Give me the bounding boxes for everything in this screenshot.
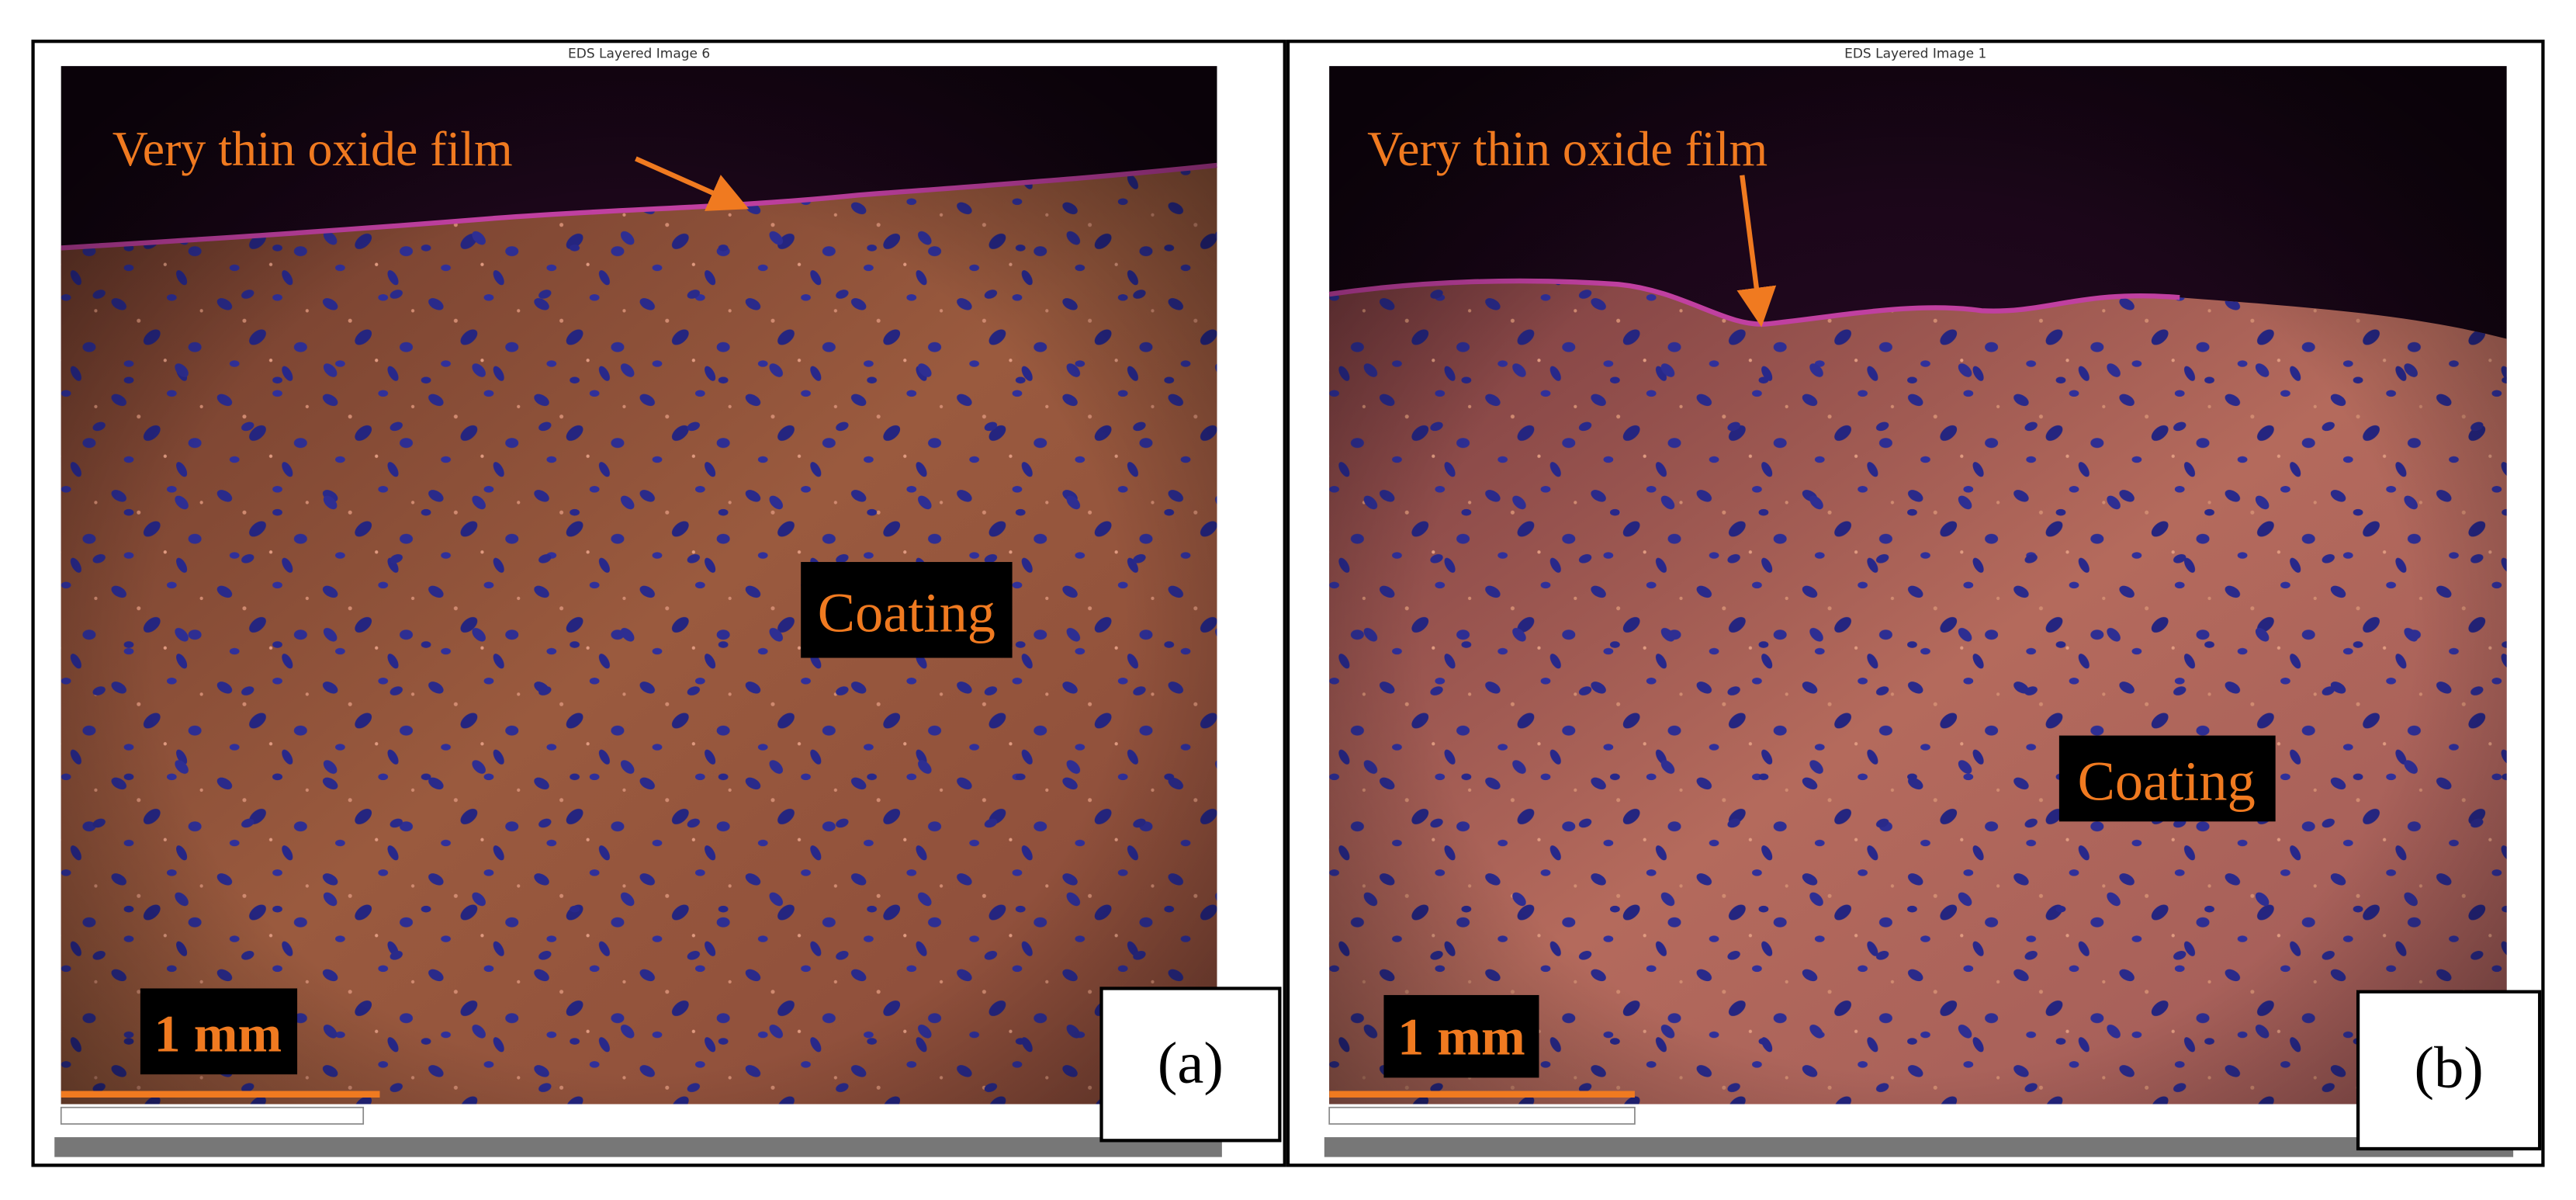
scale-label: 1 mm bbox=[154, 1004, 282, 1063]
ruler bbox=[60, 1106, 365, 1125]
image-title: EDS Layered Image 6 bbox=[568, 47, 710, 62]
vignette bbox=[61, 66, 1217, 1105]
vignette bbox=[1329, 66, 2507, 1105]
intensity-bar bbox=[54, 1137, 1222, 1157]
image-title: EDS Layered Image 1 bbox=[1844, 47, 1986, 62]
panel-b: EDS Layered Image 1 Very thin oxide film… bbox=[1286, 40, 2545, 1167]
arrow bbox=[635, 156, 750, 211]
panel-label-box bbox=[1099, 987, 1282, 1143]
region-label: Coating bbox=[2078, 751, 2256, 813]
scale-label: 1 mm bbox=[1397, 1008, 1525, 1066]
scale-box bbox=[1383, 994, 1539, 1078]
annotation: Very thin oxide film bbox=[113, 121, 513, 176]
ruler bbox=[1328, 1106, 1636, 1125]
panel-label: (b) bbox=[2414, 1035, 2483, 1101]
arrow bbox=[1736, 175, 1777, 328]
intensity-bar bbox=[1324, 1137, 2514, 1157]
panel-a: EDS Layered Image 6 Very thin oxide film… bbox=[31, 40, 1286, 1167]
label-box bbox=[801, 562, 1013, 658]
region-label: Coating bbox=[818, 581, 995, 643]
annotation: Very thin oxide film bbox=[1367, 121, 1768, 176]
label-box bbox=[2058, 735, 2276, 822]
panel-label-box bbox=[2356, 990, 2542, 1151]
scale-box bbox=[140, 988, 298, 1075]
panel-label: (a) bbox=[1158, 1030, 1224, 1096]
